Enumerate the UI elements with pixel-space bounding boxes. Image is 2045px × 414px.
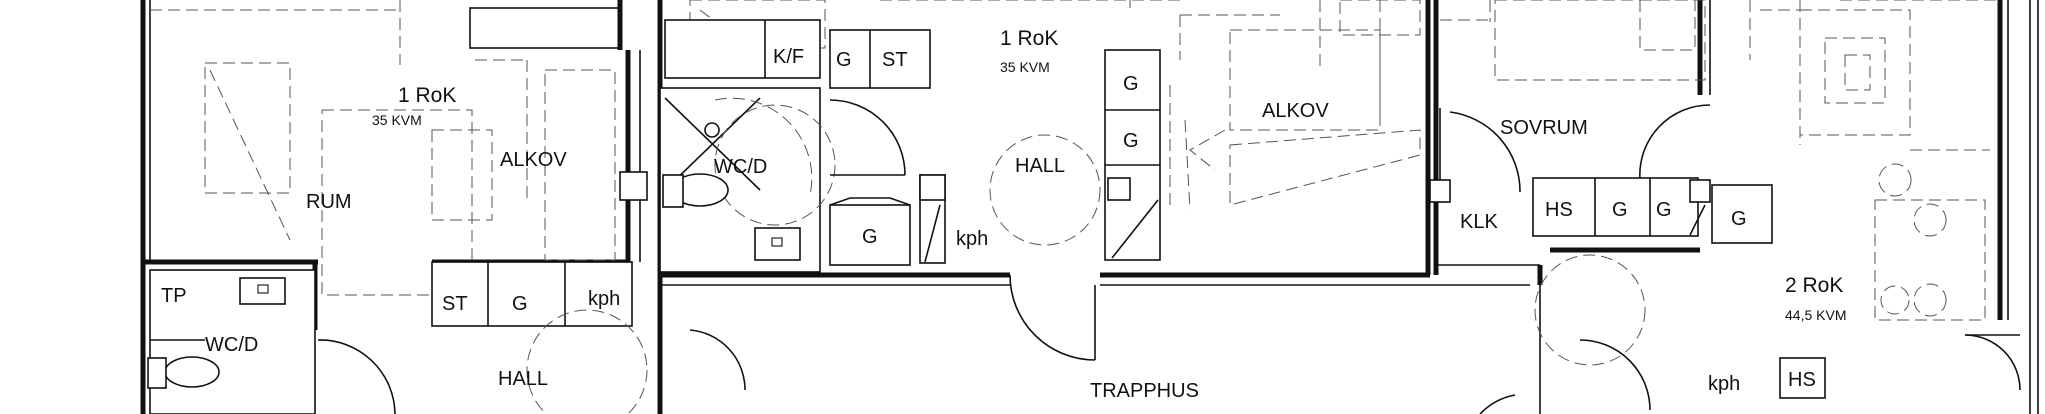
- fixture-kf: K/F: [773, 46, 804, 68]
- fixture-g-col-bottom: G: [1123, 130, 1139, 152]
- unit-area-right: 44,5 KVM: [1785, 307, 1846, 323]
- room-wcd-left: WC/D: [205, 334, 258, 356]
- room-alkov-left: ALKOV: [500, 149, 567, 171]
- room-trapphus: TRAPPHUS: [1090, 380, 1199, 402]
- fixture-g-left: G: [512, 293, 528, 315]
- middle-apartment: [657, 0, 1530, 361]
- fixture-st-left: ST: [442, 293, 468, 315]
- fixture-g-top: G: [836, 49, 852, 71]
- unit-rooms-left: 1 RoK: [398, 84, 456, 107]
- unit-rooms-right: 2 RoK: [1785, 274, 1843, 297]
- room-wcd-mid: WC/D: [714, 156, 767, 178]
- fixture-kph-left: kph: [588, 288, 620, 310]
- room-klk: KLK: [1460, 211, 1498, 233]
- fixture-hs-sovrum: HS: [1545, 199, 1573, 221]
- wall-cabinet: [469, 7, 621, 49]
- unit-area-mid: 35 KVM: [1000, 59, 1050, 75]
- room-hall-left: HALL: [498, 368, 548, 390]
- left-apartment: [140, 0, 746, 414]
- kitchen-counter-right: [1532, 177, 1699, 237]
- fixture-g-sovrum-2: G: [1656, 199, 1672, 221]
- hall-counter: [431, 261, 633, 327]
- unit-area-left: 35 KVM: [372, 112, 422, 128]
- room-alkov-mid: ALKOV: [1262, 100, 1329, 122]
- fixture-g-sovrum-1: G: [1612, 199, 1628, 221]
- room-hall-mid: HALL: [1015, 155, 1065, 177]
- fixture-kph-mid: kph: [956, 228, 988, 250]
- right-apartment: [1429, 0, 2039, 414]
- room-sovrum: SOVRUM: [1500, 117, 1588, 139]
- fixture-tp: TP: [161, 285, 187, 307]
- fixture-g-col-top: G: [1123, 73, 1139, 95]
- fixture-kph-right: kph: [1708, 373, 1740, 395]
- fixture-hs-right: HS: [1788, 369, 1816, 391]
- unit-rooms-mid: 1 RoK: [1000, 27, 1058, 50]
- wardrobe-column: [1104, 49, 1161, 261]
- room-rum: RUM: [306, 191, 352, 213]
- kitchen-counter: [664, 19, 821, 79]
- fixture-g-sovrum-3: G: [1731, 208, 1747, 230]
- bathroom-left: [149, 269, 316, 414]
- fixture-st-top: ST: [882, 49, 908, 71]
- fixture-g-kitchen: G: [862, 226, 878, 248]
